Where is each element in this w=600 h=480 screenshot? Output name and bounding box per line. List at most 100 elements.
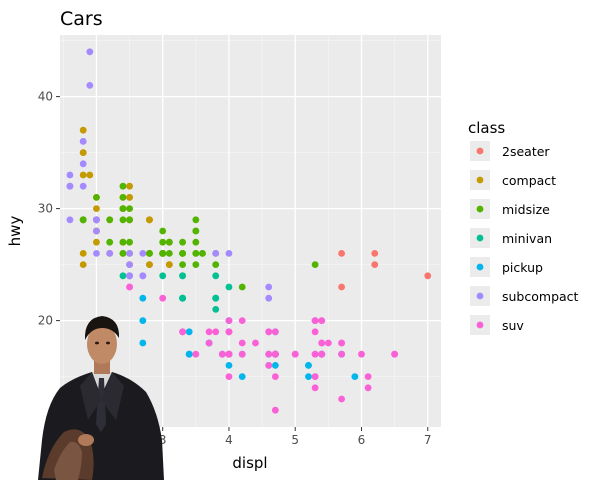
legend-label-compact: compact bbox=[502, 173, 556, 188]
legend-marker-midsize bbox=[476, 205, 484, 213]
data-point-subcompact bbox=[126, 272, 133, 280]
data-point-subcompact bbox=[106, 250, 114, 257]
data-points bbox=[66, 48, 432, 414]
x-tick-label: 4 bbox=[225, 433, 233, 447]
data-point-subcompact bbox=[93, 250, 100, 257]
data-point-midsize bbox=[126, 238, 133, 246]
data-point-midsize bbox=[192, 261, 200, 268]
chart-title: Cars bbox=[60, 8, 103, 30]
data-point-midsize bbox=[192, 238, 200, 246]
data-point-suv bbox=[238, 317, 246, 324]
confused-man-image bbox=[38, 316, 164, 480]
y-axis: 20 30 40 bbox=[38, 90, 60, 328]
data-point-suv bbox=[311, 384, 319, 392]
data-point-suv bbox=[212, 328, 220, 336]
data-point-pickup bbox=[271, 362, 279, 369]
data-point-midsize bbox=[199, 250, 206, 257]
data-point-suv bbox=[271, 328, 279, 336]
data-point-compact bbox=[93, 238, 100, 246]
data-point-suv bbox=[159, 294, 167, 302]
data-point-suv bbox=[311, 328, 319, 336]
data-point-midsize bbox=[93, 194, 100, 201]
x-tick-label: 3 bbox=[159, 433, 167, 447]
data-point-pickup bbox=[139, 339, 147, 347]
data-point-suv bbox=[265, 362, 273, 369]
data-point-minivan bbox=[212, 306, 220, 313]
data-point-midsize bbox=[119, 182, 127, 190]
x-tick-label: 5 bbox=[291, 433, 299, 447]
data-point-midsize bbox=[179, 261, 186, 268]
data-point-midsize bbox=[179, 238, 186, 246]
legend-label-pickup: pickup bbox=[502, 260, 543, 275]
data-point-subcompact bbox=[79, 182, 87, 190]
data-point-subcompact bbox=[66, 171, 74, 179]
data-point-midsize bbox=[311, 261, 319, 268]
data-point-suv bbox=[265, 350, 273, 358]
legend-label-subcompact: subcompact bbox=[502, 289, 579, 304]
data-point-subcompact bbox=[93, 216, 100, 224]
data-point-pickup bbox=[139, 294, 147, 302]
data-point-midsize bbox=[212, 261, 220, 268]
data-point-suv bbox=[311, 373, 319, 380]
data-point-subcompact bbox=[126, 250, 133, 257]
data-point-midsize bbox=[126, 205, 133, 213]
data-point-suv bbox=[338, 350, 346, 358]
data-point-suv bbox=[252, 339, 259, 347]
data-point-suv bbox=[205, 339, 213, 347]
x-tick-label: 7 bbox=[424, 433, 432, 447]
data-point-subcompact bbox=[79, 160, 87, 168]
data-point-minivan bbox=[159, 272, 167, 280]
data-point-suv bbox=[291, 350, 299, 358]
data-point-suv bbox=[238, 350, 246, 358]
legend-marker-suv bbox=[476, 321, 484, 329]
data-point-2seater bbox=[338, 283, 346, 291]
data-point-subcompact bbox=[86, 48, 94, 56]
data-point-pickup bbox=[238, 373, 246, 380]
data-point-midsize bbox=[192, 250, 200, 257]
data-point-midsize bbox=[126, 216, 133, 224]
data-point-compact bbox=[79, 261, 87, 268]
data-point-pickup bbox=[139, 317, 147, 324]
data-point-midsize bbox=[79, 216, 87, 224]
data-point-midsize bbox=[165, 238, 173, 246]
data-point-suv bbox=[192, 350, 200, 358]
data-point-midsize bbox=[106, 216, 114, 224]
data-point-suv bbox=[265, 328, 273, 336]
y-tick-label: 30 bbox=[38, 202, 53, 216]
legend-label-suv: suv bbox=[502, 318, 524, 333]
data-point-suv bbox=[364, 384, 372, 392]
data-point-2seater bbox=[371, 250, 379, 257]
legend-marker-compact bbox=[476, 176, 484, 184]
data-point-suv bbox=[225, 373, 233, 380]
data-point-minivan bbox=[119, 272, 127, 280]
data-point-subcompact bbox=[66, 182, 74, 190]
data-point-suv bbox=[179, 328, 186, 336]
data-point-suv bbox=[318, 350, 326, 358]
data-point-pickup bbox=[185, 350, 193, 358]
legend-title: class bbox=[468, 119, 505, 137]
data-point-subcompact bbox=[225, 250, 233, 257]
data-point-minivan bbox=[179, 294, 186, 302]
data-point-subcompact bbox=[93, 227, 100, 235]
data-point-minivan bbox=[212, 294, 220, 302]
data-point-pickup bbox=[225, 362, 233, 369]
legend: class 2seater compact midsize minivan pickup… bbox=[468, 119, 579, 335]
data-point-2seater bbox=[424, 272, 432, 280]
data-point-compact bbox=[146, 261, 153, 268]
data-point-midsize bbox=[179, 250, 186, 257]
data-point-suv bbox=[311, 350, 319, 358]
data-point-compact bbox=[93, 205, 100, 213]
major-gridlines bbox=[60, 35, 441, 427]
y-tick-label: 20 bbox=[38, 314, 53, 328]
data-point-subcompact bbox=[139, 272, 147, 280]
data-point-subcompact bbox=[212, 250, 220, 257]
data-point-2seater bbox=[371, 261, 379, 268]
data-point-suv bbox=[218, 350, 226, 358]
legend-items: 2seater compact midsize minivan pickup subcom… bbox=[470, 141, 579, 335]
data-point-subcompact bbox=[86, 82, 94, 89]
data-point-suv bbox=[271, 373, 279, 380]
y-axis-title: hwy bbox=[6, 216, 24, 247]
data-point-midsize bbox=[159, 250, 167, 257]
plot-panel bbox=[60, 35, 441, 427]
